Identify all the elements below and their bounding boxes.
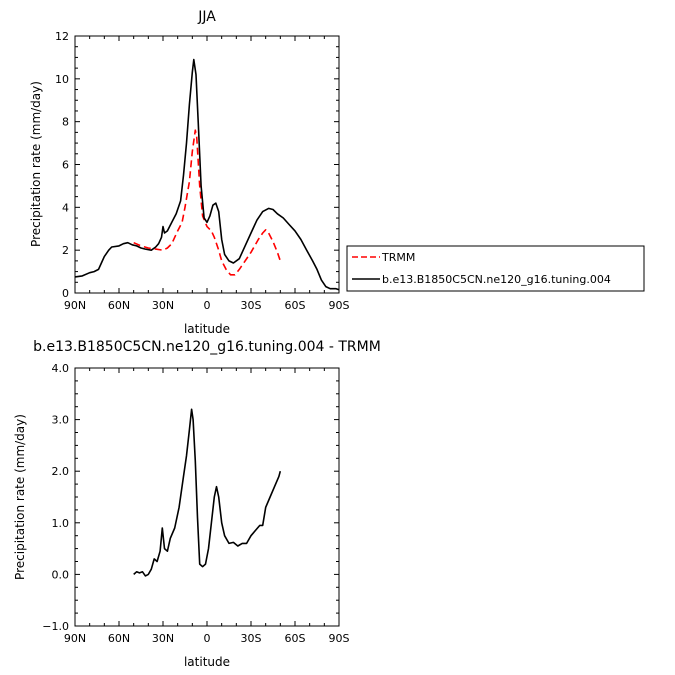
top-x-tick-label: 90S bbox=[329, 299, 350, 312]
bottom-chart-title: b.e13.B1850C5CN.ne120_g16.tuning.004 - T… bbox=[33, 339, 381, 355]
top-x-tick-label: 60N bbox=[108, 299, 130, 312]
top-x-tick-label: 60S bbox=[285, 299, 306, 312]
bottom-y-axis-label: Precipitation rate (mm/day) bbox=[13, 414, 27, 580]
top-y-tick-label: 2 bbox=[62, 244, 69, 257]
top-panel: JJA Precipitation rate (mm/day) 90N 60N 30… bbox=[29, 9, 645, 336]
top-series-line-0 bbox=[133, 129, 282, 276]
bottom-panel: b.e13.B1850C5CN.ne120_g16.tuning.004 - T… bbox=[13, 339, 381, 669]
bottom-x-tick-label: 30S bbox=[241, 632, 262, 645]
top-x-tick-label: 90N bbox=[64, 299, 86, 312]
bottom-x-tick-label: 60S bbox=[285, 632, 306, 645]
bottom-y-tick-label: 4.0 bbox=[52, 362, 70, 375]
bottom-series-line-0 bbox=[133, 408, 282, 577]
top-y-tick-label: 12 bbox=[55, 30, 69, 43]
bottom-y-tick-label: 2.0 bbox=[52, 465, 70, 478]
top-plot-frame bbox=[74, 35, 340, 294]
bottom-x-tick-label: 30N bbox=[152, 632, 174, 645]
bottom-x-tick-label: 90N bbox=[64, 632, 86, 645]
bottom-x-tick-label: 60N bbox=[108, 632, 130, 645]
top-x-axis-label: latitude bbox=[184, 322, 230, 336]
top-y-tick-label: 10 bbox=[55, 73, 69, 86]
top-x-tick-label: 0 bbox=[204, 299, 211, 312]
top-y-axis-label: Precipitation rate (mm/day) bbox=[29, 81, 43, 247]
bottom-x-axis-label: latitude bbox=[184, 655, 230, 669]
bottom-y-tick-label: 3.0 bbox=[52, 414, 70, 427]
bottom-y-tick-label: 1.0 bbox=[52, 517, 70, 530]
bottom-y-tick-label: −1.0 bbox=[42, 620, 69, 633]
top-y-tick-label: 0 bbox=[62, 287, 69, 300]
legend-model-label: b.e13.B1850C5CN.ne120_g16.tuning.004 bbox=[382, 273, 611, 286]
top-y-tick-label: 4 bbox=[62, 201, 69, 214]
top-chart-title: JJA bbox=[197, 9, 216, 25]
bottom-y-tick-label: 0.0 bbox=[52, 568, 70, 581]
top-series-line-1 bbox=[74, 58, 340, 291]
top-y-tick-label: 8 bbox=[62, 116, 69, 129]
bottom-x-tick-label: 90S bbox=[329, 632, 350, 645]
top-x-tick-label: 30N bbox=[152, 299, 174, 312]
bottom-plot-frame bbox=[74, 367, 340, 627]
legend-trmm-label: TRMM bbox=[381, 251, 415, 264]
legend: TRMM b.e13.B1850C5CN.ne120_g16.tuning.00… bbox=[346, 245, 645, 292]
legend-box bbox=[346, 245, 645, 292]
top-x-tick-label: 30S bbox=[241, 299, 262, 312]
top-y-tick-label: 6 bbox=[62, 159, 69, 172]
bottom-x-tick-label: 0 bbox=[204, 632, 211, 645]
